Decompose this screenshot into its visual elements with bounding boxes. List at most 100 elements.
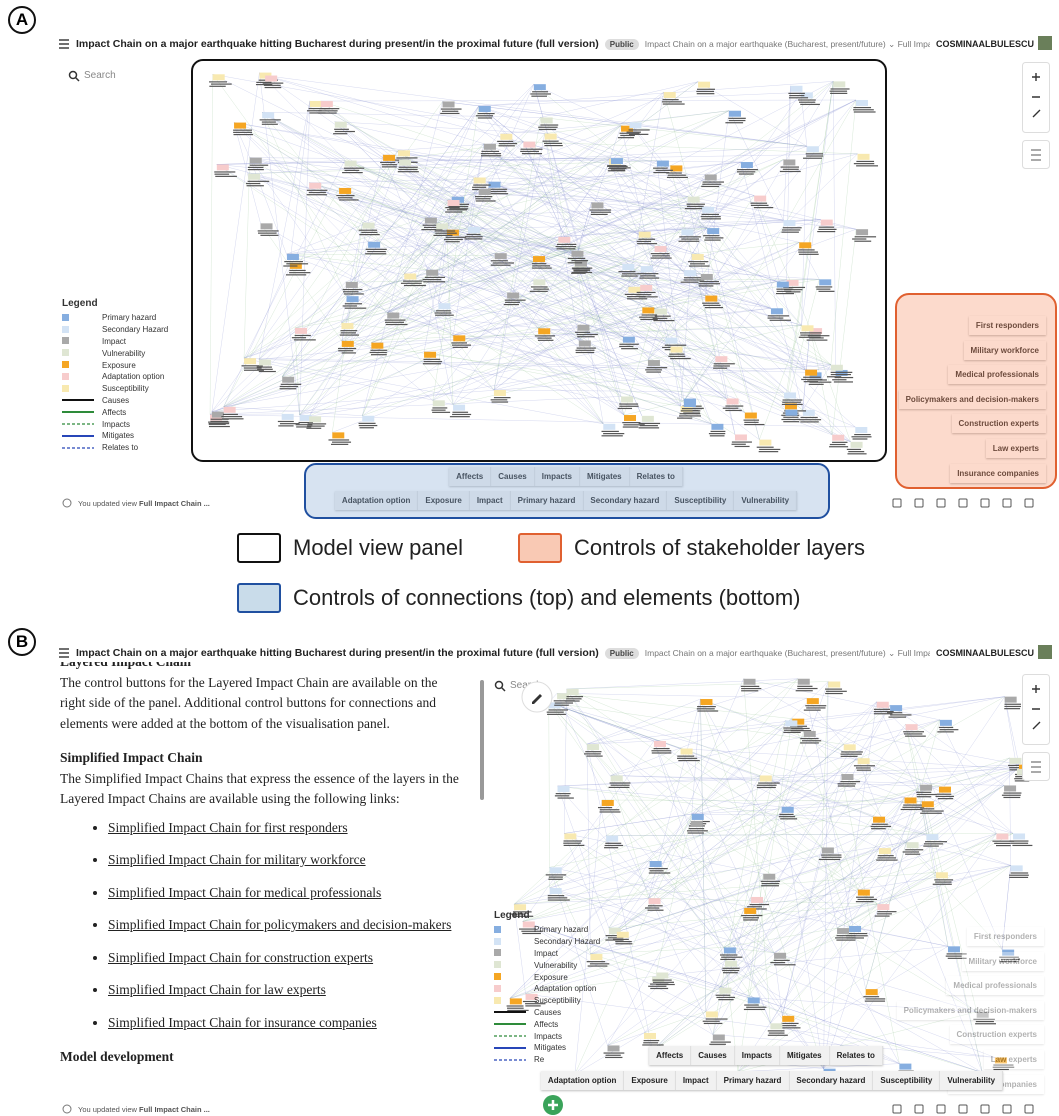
node [996,834,1008,840]
legend-item: Impacts [62,418,168,430]
connection-button[interactable]: Relates to [830,1046,883,1065]
model-view-highlight [191,59,887,462]
doc-link-item: Simplified Impact Chain for insurance co… [108,1013,460,1034]
element-button[interactable]: Secondary hazard [789,1071,873,1090]
connection-button[interactable]: Mitigates [780,1046,830,1065]
doc-link[interactable]: Simplified Impact Chain for insurance co… [108,1015,377,1030]
element-button[interactable]: Impact [676,1071,717,1090]
legend-item: Affects [494,1018,600,1030]
node [564,833,576,839]
node-label [615,941,632,942]
node-label [875,915,890,916]
user: COSMINAALBULESCU [936,39,1034,49]
doc-link[interactable]: Simplified Impact Chain for construction… [108,950,373,965]
controls-highlight [304,463,830,519]
node-label [677,758,697,759]
edge [748,874,764,998]
stakeholder-button[interactable]: First responders [967,927,1044,946]
node-label [652,752,672,753]
edge [841,774,899,1064]
doc-link[interactable]: Simplified Impact Chain for medical prof… [108,885,381,900]
node-label [903,851,919,852]
node-label [797,686,812,687]
connection-button[interactable]: Causes [691,1046,734,1065]
rect [1003,1105,1011,1113]
node-label [922,810,944,811]
element-button[interactable]: Vulnerability [940,1071,1003,1090]
stakeholder-button[interactable]: Construction experts [950,1025,1044,1044]
doc-link[interactable]: Simplified Impact Chain for policymakers… [108,917,451,932]
node-label [697,706,716,707]
status-view: Full Impact Chain ... [139,1105,210,1114]
node-label [887,712,902,713]
connection-button[interactable]: Impacts [735,1046,780,1065]
legend-swatch [62,443,96,453]
node-label [1011,843,1028,844]
node-label [836,939,855,940]
key-item: Controls of connections (top) and elemen… [237,583,800,613]
doc-link-item: Simplified Impact Chain for military wor… [108,850,460,871]
edge [738,890,858,1072]
rect [480,680,484,800]
node-label [585,751,601,752]
node-label [871,826,891,827]
node-label [871,828,886,829]
node-label [556,793,571,794]
node-label [650,988,668,989]
stakeholder-button[interactable]: Law experts [984,1050,1044,1069]
node-label [555,795,569,796]
element-button[interactable]: Susceptibility [873,1071,940,1090]
rect [937,499,945,507]
node-label [800,742,819,743]
legend-swatch [494,1055,528,1065]
node-label [856,901,874,902]
badge: Public [605,39,639,50]
node-label [744,1004,759,1005]
rect [494,961,501,968]
node [837,928,849,934]
legend-label: Affects [102,408,126,417]
node-label [703,1021,720,1022]
element-controls: Adaptation optionExposureImpactPrimary h… [541,1071,1003,1090]
stakeholder-button[interactable]: Policymakers and decision-makers [897,1001,1044,1020]
doc-link[interactable]: Simplified Impact Chain for law experts [108,982,326,997]
legend-label: Vulnerability [534,961,577,970]
node-label [874,713,893,714]
rect [62,314,69,321]
node [725,961,737,967]
legend: LegendPrimary hazardSecondary HazardImpa… [62,298,168,454]
legend-item: Secondary Hazard [62,324,168,336]
avatar [1038,645,1052,659]
stakeholder-button[interactable]: Military workforce [962,952,1044,971]
line [76,78,80,82]
node-label [722,970,739,971]
doc-link[interactable]: Simplified Impact Chain for military wor… [108,852,366,867]
connection-button[interactable]: Affects [649,1046,691,1065]
node-label [653,980,672,981]
legend-swatch [62,407,96,417]
element-button[interactable]: Exposure [624,1071,675,1090]
doc-link[interactable]: Simplified Impact Chain for first respon… [108,820,348,835]
node [1011,865,1023,871]
node [691,821,703,827]
node-label [841,751,863,752]
node-label [1004,792,1022,793]
legend-item: Susceptibility [62,383,168,395]
stakeholder-button[interactable]: Medical professionals [946,976,1044,995]
legend-swatch [62,384,96,394]
doc-link-item: Simplified Impact Chain for law experts [108,980,460,1001]
element-button[interactable]: Primary hazard [717,1071,790,1090]
rect [494,997,501,1004]
node-label [563,843,581,844]
node-label [938,798,953,799]
rect [1025,1105,1033,1113]
node-label [975,1023,996,1024]
node-label [937,731,953,732]
node-label [744,1009,765,1010]
node-label [841,756,858,757]
node [940,720,952,726]
edge [549,702,760,775]
node-label [564,840,582,841]
element-button[interactable]: Adaptation option [541,1071,624,1090]
node-label [993,1069,1008,1070]
